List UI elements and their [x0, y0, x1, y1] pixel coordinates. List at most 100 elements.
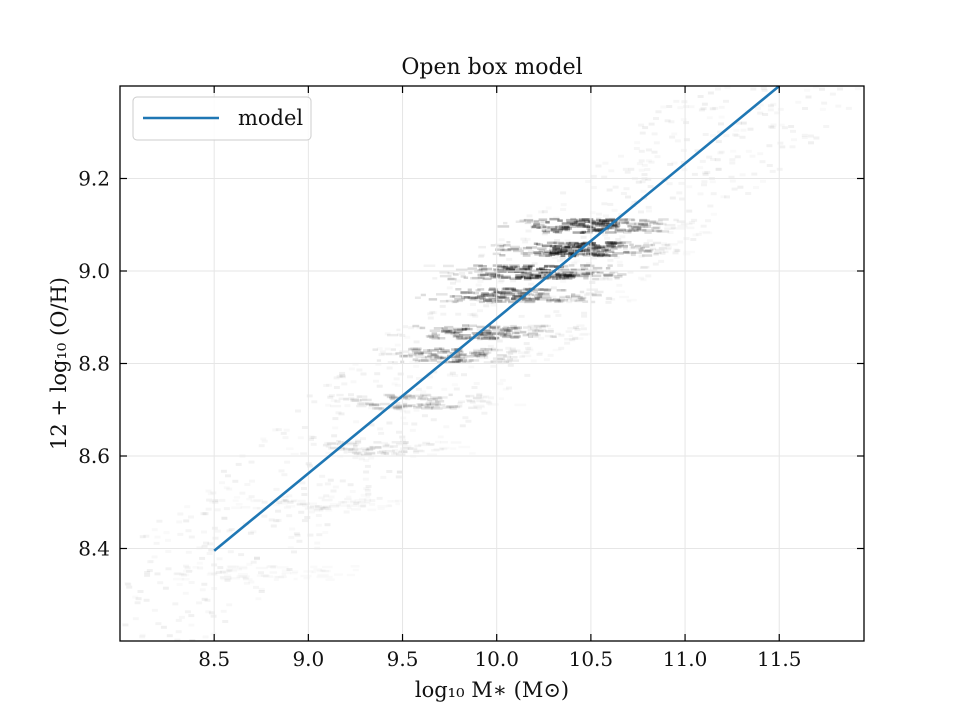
density-streak	[477, 273, 489, 277]
density-cell	[158, 660, 164, 663]
density-streak	[282, 572, 292, 575]
density-streak	[526, 276, 534, 280]
density-cell	[438, 435, 444, 438]
density-cell	[617, 263, 624, 267]
density-cell	[621, 192, 627, 195]
density-streak	[399, 355, 408, 358]
density-cell	[768, 39, 774, 42]
density-streak	[416, 403, 423, 406]
density-streak	[546, 300, 552, 303]
density-cell	[701, 183, 707, 187]
density-streak	[573, 254, 579, 257]
density-streak	[558, 242, 570, 245]
density-cell	[284, 461, 290, 464]
density-cell	[761, 88, 768, 92]
density-streak	[522, 267, 530, 270]
density-streak	[494, 295, 507, 299]
density-cell	[702, 133, 709, 136]
density-cell	[628, 167, 635, 171]
density-streak	[623, 231, 632, 234]
density-cell	[824, 73, 830, 76]
density-streak	[470, 277, 480, 280]
density-streak	[619, 221, 629, 224]
density-streak	[547, 226, 558, 229]
density-streak	[662, 250, 669, 254]
density-streak	[455, 337, 467, 341]
density-streak	[575, 245, 582, 248]
density-cell	[272, 428, 278, 431]
density-streak	[655, 222, 661, 226]
density-cell	[548, 354, 554, 357]
density-streak	[598, 246, 606, 250]
density-streak	[525, 273, 534, 276]
density-cell	[638, 159, 645, 163]
density-cell	[645, 205, 652, 209]
density-cell	[476, 392, 483, 396]
density-cell	[474, 297, 481, 301]
density-cell	[204, 598, 211, 602]
density-streak	[479, 297, 484, 300]
density-streak	[578, 218, 589, 221]
density-cell	[683, 138, 690, 142]
density-streak	[392, 452, 399, 455]
density-streak	[402, 403, 408, 406]
density-streak	[564, 338, 572, 341]
density-streak	[569, 335, 574, 338]
density-cell	[659, 251, 666, 255]
density-cell	[477, 309, 483, 312]
density-streak	[607, 226, 614, 230]
density-streak	[522, 264, 535, 267]
density-streak	[523, 218, 534, 222]
density-streak	[550, 253, 556, 256]
density-streak	[592, 250, 601, 253]
density-streak	[561, 247, 573, 250]
density-cell	[524, 373, 531, 377]
density-cell	[843, 6, 849, 9]
density-streak	[472, 352, 481, 355]
density-cell	[751, 172, 758, 176]
density-streak	[635, 246, 643, 250]
density-streak	[555, 274, 561, 278]
density-streak	[475, 289, 481, 292]
density-streak	[430, 359, 438, 362]
density-streak	[602, 273, 614, 276]
density-streak	[401, 354, 409, 358]
density-streak	[392, 406, 402, 410]
density-streak	[537, 329, 544, 333]
density-cell	[323, 494, 330, 498]
density-streak	[428, 298, 438, 301]
density-cell	[785, 17, 791, 20]
density-streak	[496, 357, 506, 361]
density-cell	[310, 442, 317, 446]
density-streak	[559, 295, 567, 299]
density-cell	[606, 188, 613, 192]
density-cell	[818, 44, 824, 47]
density-cell	[476, 328, 483, 332]
density-streak	[533, 242, 538, 245]
density-streak	[487, 273, 496, 276]
density-cell	[697, 166, 703, 169]
density-cell	[268, 518, 275, 522]
density-cell	[572, 336, 579, 340]
density-streak	[231, 507, 242, 510]
density-streak	[486, 300, 494, 304]
density-streak	[503, 325, 509, 329]
density-streak	[440, 441, 448, 444]
density-streak	[408, 353, 417, 357]
density-cell	[127, 654, 133, 657]
density-cell	[715, 140, 722, 144]
density-streak	[497, 264, 505, 268]
density-streak	[481, 294, 488, 297]
density-streak	[479, 294, 485, 298]
density-cell	[455, 312, 462, 316]
density-cell	[780, 47, 786, 50]
density-streak	[445, 405, 455, 409]
density-streak	[515, 220, 525, 223]
density-streak	[617, 273, 627, 276]
density-cell	[465, 419, 472, 423]
density-streak	[473, 354, 480, 357]
density-streak	[449, 295, 455, 298]
density-cell	[249, 480, 255, 483]
density-streak	[360, 447, 369, 450]
density-cell	[348, 393, 354, 397]
